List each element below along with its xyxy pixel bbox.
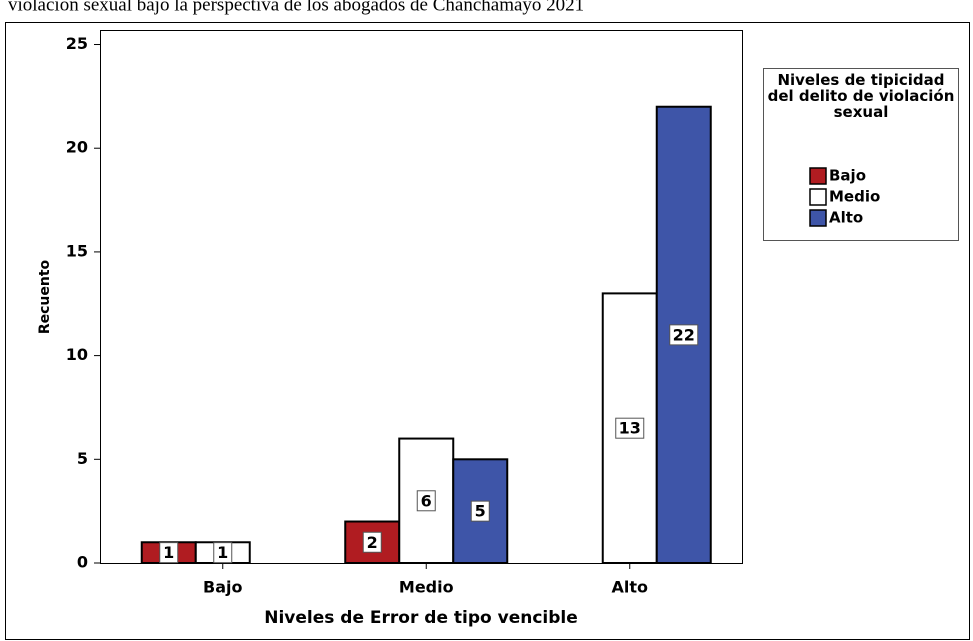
- chart-title: violación sexual bajo la perspectiva de …: [8, 0, 584, 15]
- y-tick-label: 25: [66, 34, 88, 53]
- value-label-box: [615, 417, 645, 439]
- x-tick-label: Alto: [611, 578, 648, 597]
- legend-label: Alto: [829, 209, 863, 227]
- legend-label: Medio: [829, 188, 880, 206]
- y-tick-label: 15: [66, 241, 88, 260]
- y-tick-label: 20: [66, 138, 88, 157]
- value-label: 22: [673, 325, 695, 344]
- value-label: 13: [619, 419, 641, 438]
- value-label: 2: [367, 533, 378, 552]
- value-label-box: [669, 324, 699, 346]
- y-axis-label: Recuento: [37, 259, 53, 334]
- value-label-box: [362, 531, 382, 553]
- legend-label: Bajo: [829, 167, 866, 185]
- value-label-box: [416, 490, 436, 512]
- frame: [5, 22, 970, 640]
- value-label: 5: [475, 502, 486, 521]
- y-tick-label: 0: [77, 553, 88, 572]
- legend-swatch: [809, 209, 827, 227]
- value-label-box: [470, 500, 490, 522]
- value-label: 1: [217, 543, 228, 562]
- x-tick-label: Bajo: [203, 578, 242, 597]
- legend-box: [763, 68, 959, 241]
- y-tick-label: 5: [77, 449, 88, 468]
- x-axis-label: Niveles de Error de tipo vencible: [264, 608, 578, 628]
- legend-title: Niveles de tipicidad del delito de viola…: [767, 71, 955, 121]
- value-label-box: [213, 542, 233, 564]
- value-label-box: [159, 542, 179, 564]
- value-label: 6: [421, 491, 432, 510]
- legend-swatch: [809, 167, 827, 185]
- legend-swatch: [809, 188, 827, 206]
- x-tick-label: Medio: [399, 578, 454, 597]
- y-tick-label: 10: [66, 345, 88, 364]
- value-label: 1: [163, 543, 174, 562]
